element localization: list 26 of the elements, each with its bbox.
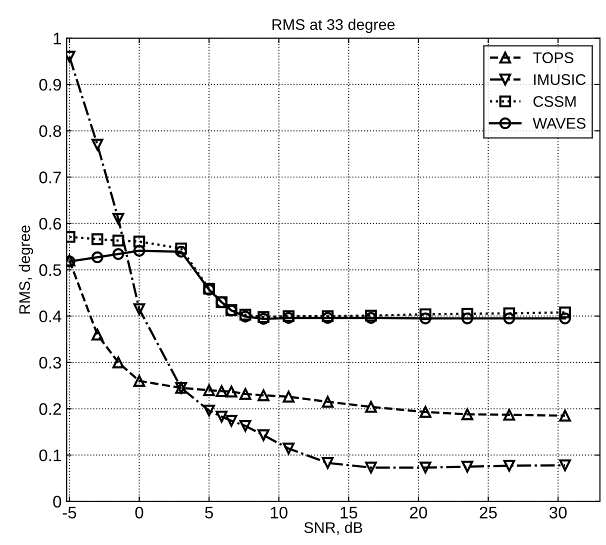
y-tick-label: 0.9 bbox=[39, 78, 62, 91]
x-tick-label: 0 bbox=[135, 506, 144, 519]
x-tick-label: 10 bbox=[270, 506, 288, 519]
x-tick-label: -5 bbox=[62, 506, 76, 519]
y-tick-label: 0.8 bbox=[39, 125, 62, 138]
y-tick-label: 0 bbox=[53, 496, 62, 508]
y-tick-label: 0.1 bbox=[39, 449, 61, 462]
y-tick-label: 0.5 bbox=[39, 264, 62, 276]
x-tick-label: 25 bbox=[480, 506, 497, 519]
x-tick-label: 20 bbox=[410, 506, 428, 519]
x-tick-label: 30 bbox=[549, 506, 567, 519]
x-tick-label: 5 bbox=[205, 506, 213, 519]
y-axis-title: RMS, degree bbox=[18, 225, 34, 314]
y-tick-label: 1 bbox=[54, 32, 61, 44]
legend-label: CSSM bbox=[533, 96, 576, 107]
legend-label: IMUSIC bbox=[534, 74, 586, 86]
y-tick-label: 0.2 bbox=[39, 403, 61, 415]
y-tick-label: 0.7 bbox=[39, 172, 61, 184]
y-tick-label: 0.4 bbox=[39, 310, 62, 322]
x-tick-label: 15 bbox=[340, 506, 358, 519]
legend-label: WAVES bbox=[532, 118, 586, 129]
legend-label: TOPS bbox=[533, 52, 574, 64]
y-tick-label: 0.6 bbox=[39, 218, 62, 230]
chart-title: RMS at 33 degree bbox=[272, 18, 395, 33]
y-tick-label: 0.3 bbox=[39, 356, 62, 369]
x-axis-title: SNR, dB bbox=[304, 522, 362, 535]
